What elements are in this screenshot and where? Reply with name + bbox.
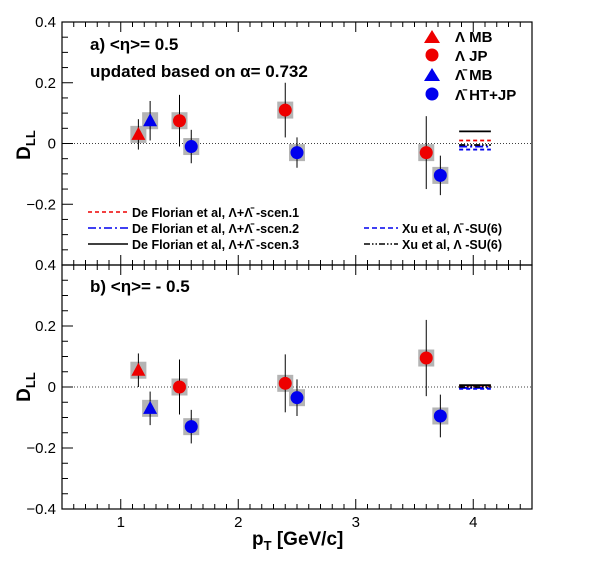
- y-axis-title-b: DLL: [14, 372, 38, 402]
- y-tick-label-b: 0: [48, 379, 56, 396]
- model-legend: De Florian et al, Λ+Λ̄ -scen.1 De Floria…: [88, 206, 502, 252]
- svg-text:DLL: DLL: [14, 130, 38, 160]
- y-tick-label-a: −0.2: [26, 196, 56, 213]
- legend-marker-antilambda-htjp: [425, 87, 439, 101]
- model-legend-label-3: De Florian et al, Λ+Λ̄ -scen.3: [132, 238, 299, 252]
- y-axis-title-a: DLL: [14, 130, 38, 160]
- data-point-b-s1: [278, 376, 292, 390]
- data-point-a-s1: [173, 114, 186, 128]
- x-axis-title: pT [GeV/c]: [252, 529, 343, 553]
- legend-marker-lambda-mb: [424, 30, 440, 43]
- legend-marker-lambda-jp: [425, 48, 439, 62]
- marker-legend: Λ MB Λ JP Λ̄ MB Λ̄ HT+JP: [424, 29, 516, 104]
- y-tick-label-b: 0.2: [35, 318, 56, 335]
- data-point-b-s1: [419, 351, 433, 365]
- legend-label-lambda-mb: Λ MB: [455, 29, 493, 46]
- legend-label-antilambda-htjp: Λ̄ HT+JP: [455, 87, 516, 104]
- legend-marker-antilambda-mb: [424, 68, 440, 81]
- data-point-a-s3: [290, 146, 304, 160]
- legend-label-lambda-jp: Λ JP: [455, 48, 488, 65]
- model-legend-label-2: De Florian et al, Λ+Λ̄ -scen.2: [132, 222, 299, 236]
- data-point-a-s0: [131, 126, 146, 140]
- legend-label-antilambda-mb: Λ̄ MB: [455, 67, 493, 84]
- model-legend-label-5: Xu et al, Λ -SU(6): [402, 238, 502, 252]
- data-point-b-s3: [433, 409, 447, 423]
- y-tick-label-b: −0.2: [26, 440, 56, 457]
- data-point-a-s3: [433, 168, 447, 182]
- data-point-b-s3: [290, 391, 304, 405]
- y-tick-label-a: 0.4: [35, 14, 56, 31]
- panel-a-label: a) <η>= 0.5: [90, 35, 178, 54]
- data-point-a-s3: [184, 140, 198, 154]
- data-point-a-s1: [278, 103, 292, 117]
- y-tick-label-a: 0: [48, 136, 56, 153]
- x-tick-label: 1: [117, 514, 125, 531]
- x-tick-label: 3: [352, 514, 360, 531]
- model-legend-label-1: De Florian et al, Λ+Λ̄ -scen.1: [132, 206, 299, 220]
- data-point-a-s2: [143, 113, 158, 127]
- data-point-b-s2: [143, 400, 158, 414]
- y-tick-label-b: −0.4: [26, 501, 56, 518]
- y-tick-label-a: 0.2: [35, 75, 56, 92]
- svg-text:DLL: DLL: [14, 372, 38, 402]
- data-point-a-s1: [419, 146, 433, 160]
- data-point-b-s1: [173, 380, 186, 394]
- data-point-b-s3: [184, 420, 198, 434]
- x-tick-label: 2: [234, 514, 242, 531]
- panel-b-label: b) <η>= - 0.5: [90, 277, 190, 296]
- data-point-b-s0: [131, 362, 146, 376]
- panel-a-note: updated based on α= 0.732: [90, 62, 308, 81]
- model-legend-label-4: Xu et al, Λ̄ -SU(6): [402, 222, 502, 236]
- x-tick-label: 4: [469, 514, 477, 531]
- y-tick-label-b: 0.4: [35, 257, 56, 274]
